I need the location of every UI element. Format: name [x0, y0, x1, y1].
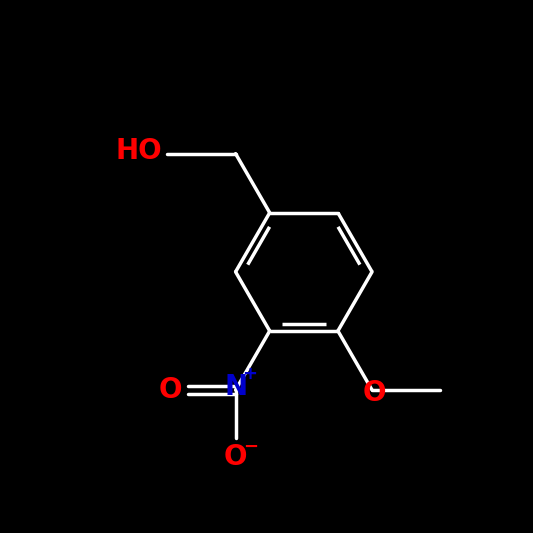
- Text: O: O: [224, 443, 247, 471]
- Text: O: O: [363, 378, 386, 407]
- Text: +: +: [243, 365, 257, 383]
- Text: N: N: [224, 373, 247, 401]
- Text: −: −: [243, 438, 258, 456]
- Text: O: O: [159, 376, 182, 404]
- Text: HO: HO: [116, 137, 162, 165]
